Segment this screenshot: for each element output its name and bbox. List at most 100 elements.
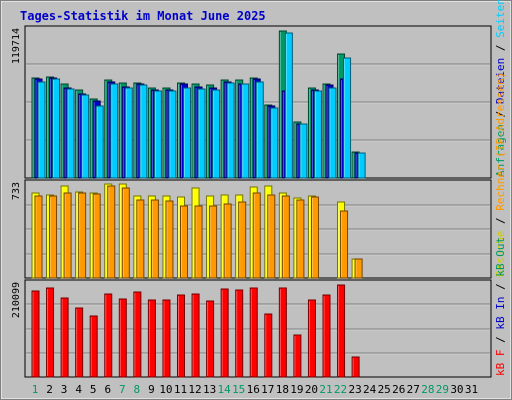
x-label-day: 27 <box>407 383 420 396</box>
bar-hits-3-day-14 <box>226 82 235 179</box>
x-label-day: 26 <box>392 383 405 396</box>
x-label-day: 22 <box>334 383 347 396</box>
x-label-day: 10 <box>159 383 172 396</box>
bar-hits-3-day-23 <box>357 152 366 179</box>
bar-hits-3-day-17 <box>270 107 279 179</box>
bar-kbytes-1-day-11 <box>177 294 185 378</box>
x-label-day: 31 <box>465 383 478 396</box>
bar-hits-3-day-15 <box>241 83 250 179</box>
bar-visits-2-day-22 <box>340 210 349 279</box>
chart-title: Tages-Statistik im Monat June 2025 <box>20 9 266 23</box>
bar-visits-2-day-11 <box>180 205 188 279</box>
bar-hits-3-day-13 <box>212 89 221 179</box>
chart-panels: 119714 733 210099 <box>11 25 492 378</box>
bar-hits-3-day-20 <box>313 90 322 179</box>
bar-kbytes-1-day-17 <box>264 313 273 378</box>
bar-hits-3-day-2 <box>52 78 61 179</box>
x-axis-labels: 1 2 3 4 5 6 7 8 9 10 11 12 13 14 15 16 17 18 19 20 21 22 23 24 2… <box>32 383 478 396</box>
bar-hits-3-day-3 <box>66 88 75 179</box>
legend-entry: Anfragen <box>494 124 507 177</box>
x-label-day: 14 <box>218 383 232 396</box>
legend-panel-0: Anfragen / Dateien / Seiten <box>494 0 507 177</box>
bar-kbytes-1-day-21 <box>322 294 331 378</box>
bar-visits-2-day-3 <box>63 192 72 279</box>
x-label-day: 25 <box>378 383 391 396</box>
bar-visits-2-day-15 <box>238 201 247 279</box>
legend-entry: kB In <box>494 297 507 330</box>
bar-kbytes-1-day-10 <box>162 299 171 378</box>
bar-kbytes-1-day-20 <box>307 299 316 378</box>
y-max-label: 210099 <box>11 282 22 318</box>
bar-kbytes-1-day-18 <box>278 287 287 378</box>
bar-hits-3-day-4 <box>81 94 90 179</box>
x-label-day: 13 <box>203 383 216 396</box>
legend-entry: / <box>494 38 507 58</box>
bar-kbytes-1-day-6 <box>104 293 113 378</box>
x-label-day: 21 <box>319 383 332 396</box>
bar-visits-2-day-20 <box>310 196 319 279</box>
panel-kbytes: 210099 <box>11 279 492 378</box>
x-label-day: 23 <box>348 383 361 396</box>
bar-kbytes-1-day-9 <box>147 299 156 378</box>
legend-entry: Besuche <box>494 231 507 277</box>
legend-entry: Seiten <box>494 0 507 38</box>
x-label-day: 19 <box>290 383 303 396</box>
bar-kbytes-1-day-2 <box>46 287 55 378</box>
x-label-day: 6 <box>104 383 111 396</box>
bar-visits-2-day-9 <box>150 199 159 279</box>
legend-panel-2: kB F / kB In / kB Out <box>494 237 507 376</box>
legend-entry: kB Out <box>494 237 507 277</box>
bar-kbytes-1-day-13 <box>206 300 215 378</box>
x-label-day: 29 <box>436 383 449 396</box>
panel-visits: 733 <box>11 179 492 279</box>
bar-visits-2-day-14 <box>223 203 232 279</box>
y-max-label: 119714 <box>11 28 22 64</box>
bar-hits-3-day-8 <box>139 84 148 179</box>
legend-panel-1: Besuche / Rechner (IP-Adressen) <box>494 72 507 277</box>
bar-hits-3-day-18 <box>284 32 293 179</box>
bar-kbytes-1-day-19 <box>293 334 302 378</box>
y-max-label: 733 <box>11 182 22 200</box>
bar-kbytes-1-day-23 <box>351 356 360 378</box>
x-label-day: 20 <box>305 383 318 396</box>
bar-kbytes-1-day-12 <box>191 293 200 378</box>
bar-hits-3-day-5 <box>95 105 104 179</box>
bar-hits-3-day-21 <box>328 87 337 179</box>
bar-hits-3-day-12 <box>197 88 206 179</box>
bar-visits-2-day-8 <box>136 199 145 279</box>
x-label-day: 16 <box>247 383 260 396</box>
bar-visits-2-day-7 <box>121 187 130 279</box>
legend-entry: Rechner (IP-Adressen) <box>494 72 507 211</box>
legend-entry: / <box>494 104 507 124</box>
bar-visits-2-day-18 <box>281 195 290 279</box>
bar-kbytes-1-day-5 <box>89 315 98 378</box>
bar-visits-2-day-13 <box>209 205 218 279</box>
legend-entry: / <box>494 330 507 350</box>
panel-hits: 119714 <box>11 25 492 179</box>
x-label-day: 12 <box>188 383 201 396</box>
x-label-day: 17 <box>261 383 274 396</box>
bar-hits-3-day-7 <box>124 87 133 179</box>
bar-hits-3-day-10 <box>168 90 177 179</box>
bar-visits-2-day-17 <box>267 194 276 279</box>
x-label-day: 9 <box>148 383 155 396</box>
bar-kbytes-1-day-16 <box>249 287 258 378</box>
bar-kbytes-1-day-8 <box>133 291 142 378</box>
x-label-day: 1 <box>32 383 39 396</box>
bar-hits-3-day-9 <box>153 90 162 179</box>
x-label-day: 30 <box>450 383 463 396</box>
bar-visits-2-day-1 <box>34 195 43 279</box>
bar-visits-2-day-6 <box>107 185 116 279</box>
bar-kbytes-1-day-3 <box>60 297 69 378</box>
x-label-day: 2 <box>46 383 53 396</box>
legend-entry: kB F <box>494 350 507 377</box>
bar-kbytes-1-day-14 <box>220 288 229 378</box>
bar-visits-2-day-19 <box>296 199 305 279</box>
bar-visits-2-day-12 <box>194 205 203 279</box>
bar-visits-2-day-2 <box>49 195 58 279</box>
x-label-day: 18 <box>276 383 289 396</box>
bar-visits-2-day-4 <box>78 192 87 279</box>
x-label-day: 3 <box>61 383 68 396</box>
